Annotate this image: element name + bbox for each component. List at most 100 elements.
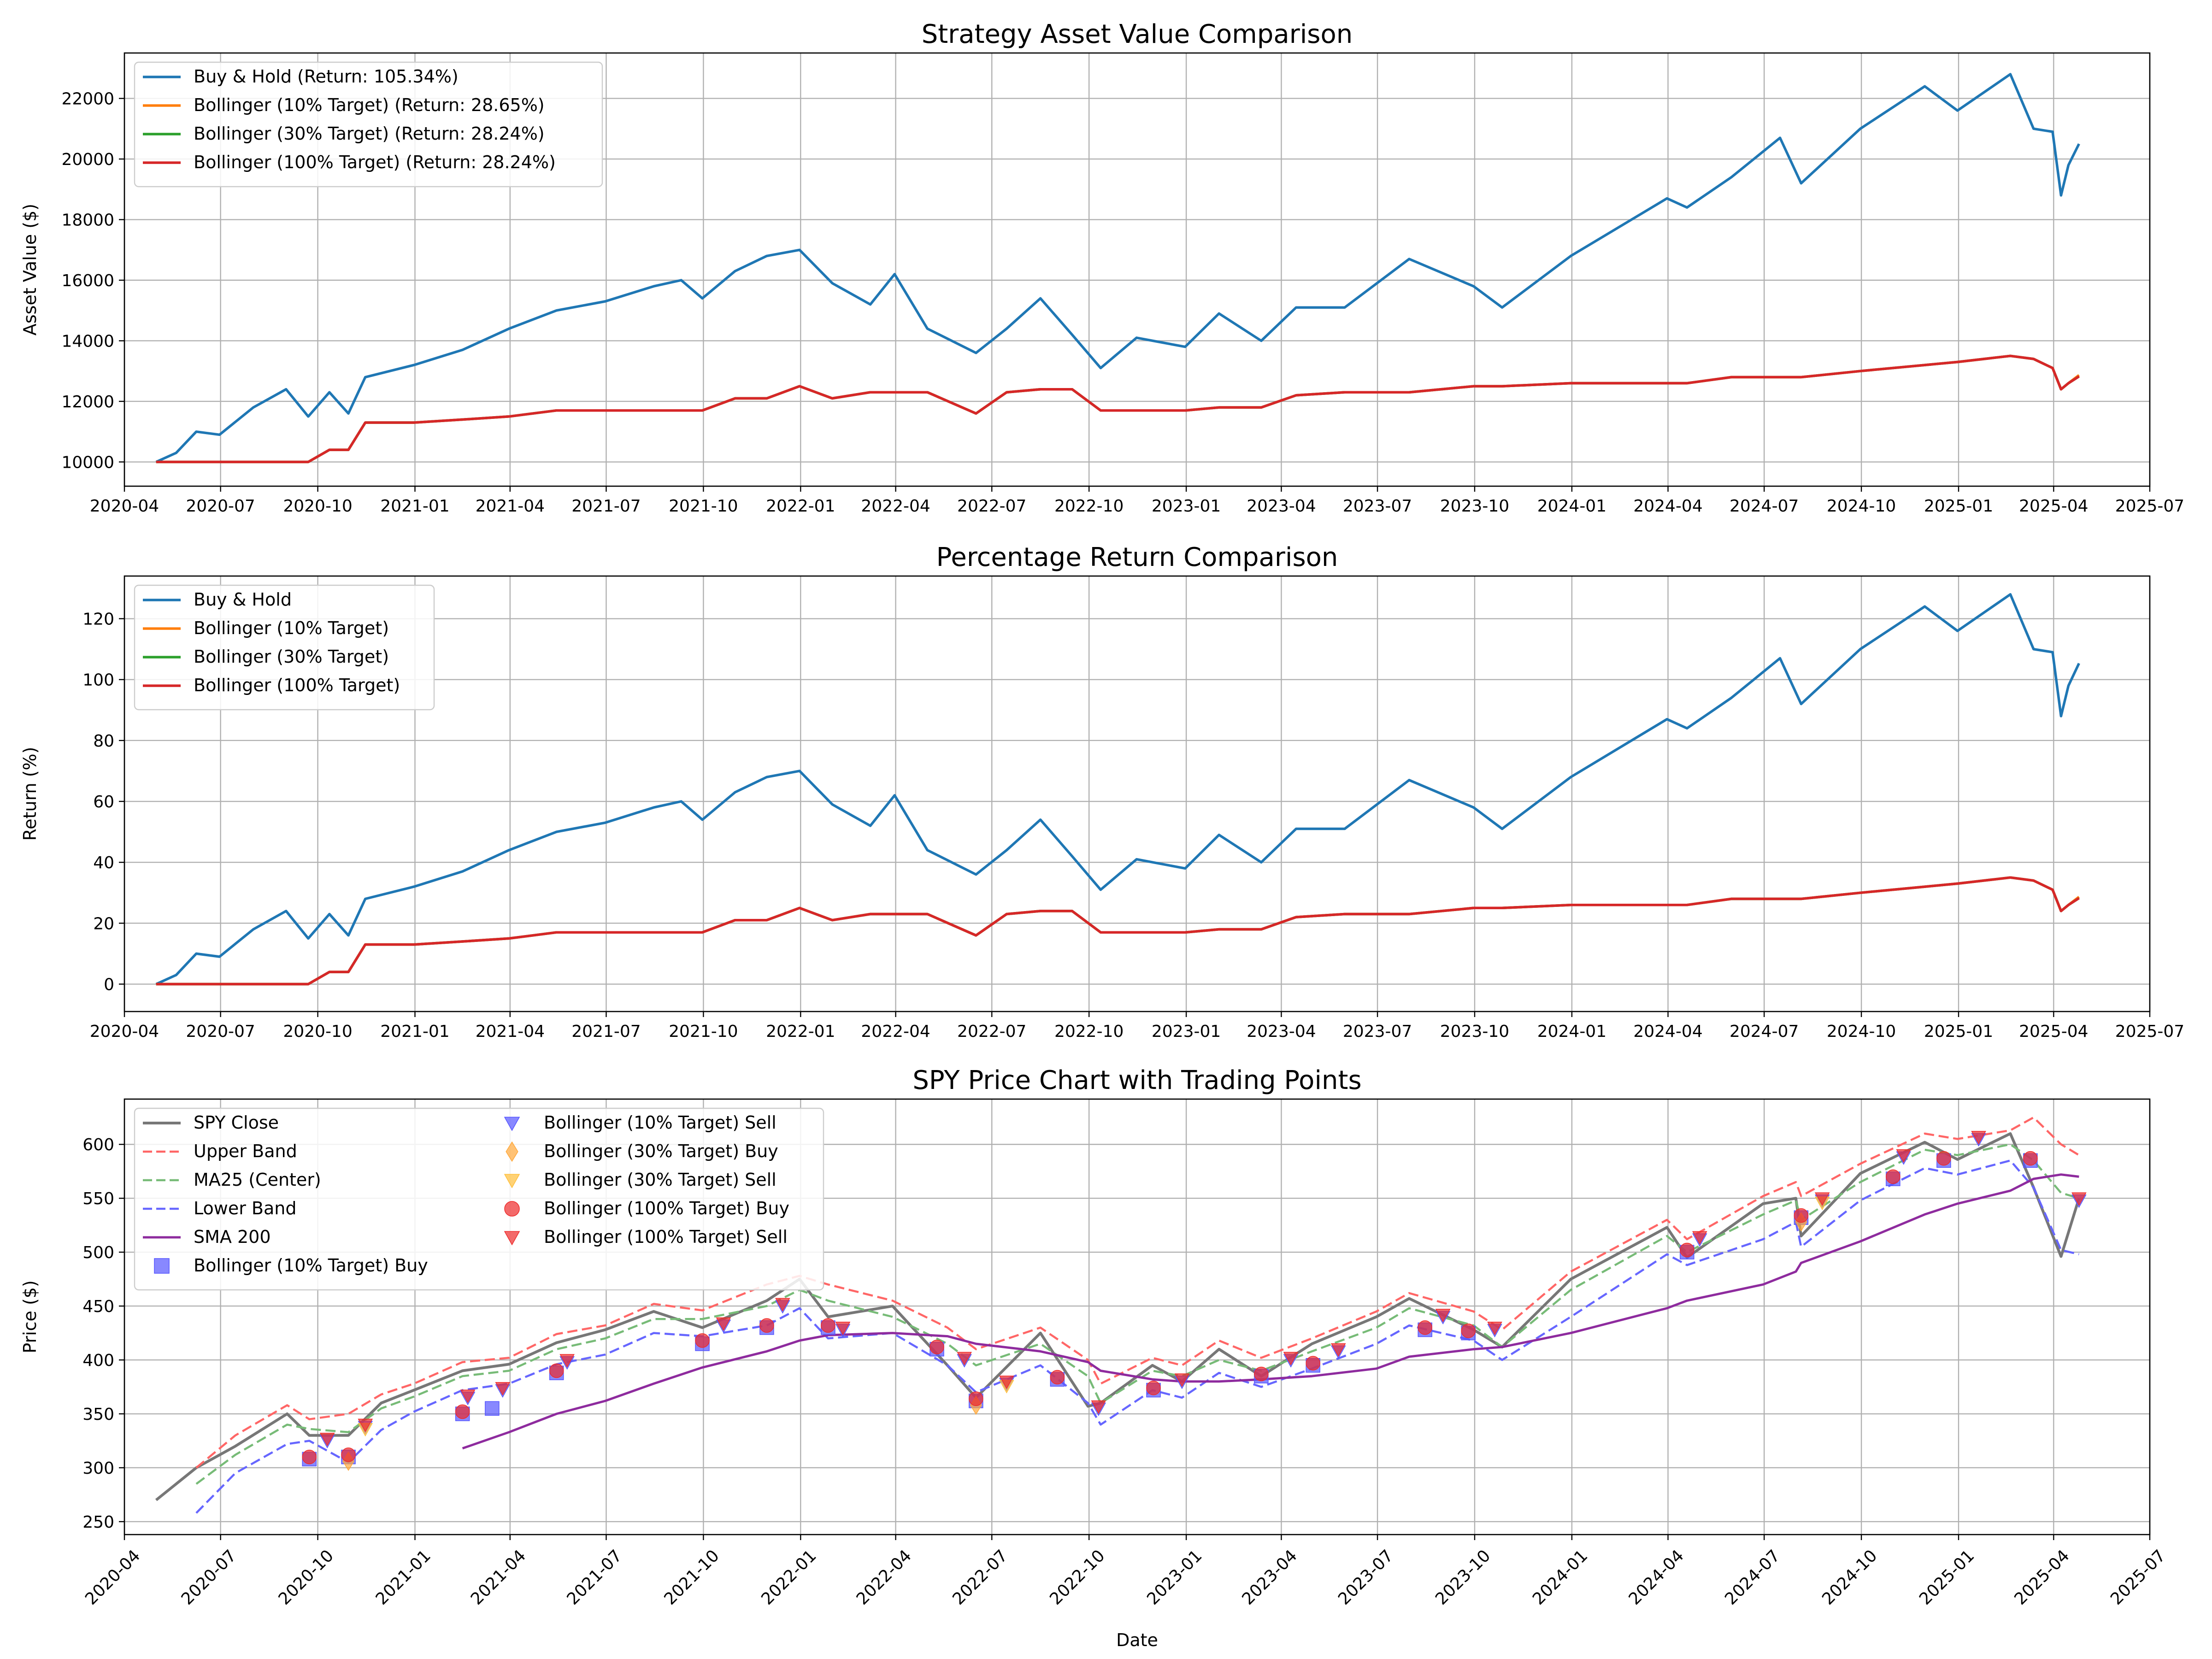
x-tick-label: 2021-04 [476,497,545,516]
x-tick-label: 2020-07 [186,497,255,516]
series-line-3 [156,876,2080,986]
x-tick-label: 2022-07 [949,1546,1011,1608]
y-tick-label: 40 [93,853,114,872]
legend-marker [504,1117,520,1131]
plot-frame [124,52,2151,487]
x-tick-label: 2022-10 [1054,1022,1124,1041]
legend-entry: Bollinger (100% Target) Buy [544,1198,789,1218]
x-tick-label: 2021-04 [467,1546,529,1608]
spy-price-chart: 2020-04 2020-07 2020-10 2021-01 2021-04 2021-… [20,1065,2169,1650]
y-tick-label: 400 [82,1351,114,1370]
trade-marker [759,1318,774,1333]
legend-marker [504,1231,520,1246]
x-tick-label: 2024-07 [1721,1546,1783,1608]
legend-entry: Bollinger (10% Target) Buy [194,1255,428,1276]
x-tick-label: 2023-01 [1152,497,1221,516]
trade-marker [1680,1242,1694,1258]
x-tick-label: 2022-04 [861,1022,930,1041]
x-tick-label: 2021-04 [476,1022,545,1041]
x-tick-label: 2024-07 [1730,497,1799,516]
chart-title: Percentage Return Comparison [936,542,1338,572]
y-tick-label: 450 [82,1297,114,1316]
y-axis-label: Asset Value ($) [20,204,40,335]
x-tick-label: 2021-10 [669,497,738,516]
trade-marker [1886,1169,1900,1184]
x-tick-label: 2020-10 [275,1546,337,1608]
y-tick-label: 550 [82,1189,114,1208]
series-line-0 [155,73,2080,463]
trade-marker [775,1298,790,1312]
legend-box [134,584,435,711]
trade-marker [1815,1192,1830,1206]
x-tick-label: 2025-01 [1916,1546,1978,1608]
y-tick-label: 600 [82,1135,114,1154]
x-tick-label: 2022-04 [853,1546,915,1608]
series-line-1 [195,1116,2080,1469]
x-tick-label: 2022-10 [1054,497,1124,516]
x-axis-label: Date [1116,1630,1158,1650]
legend-entry: Bollinger (100% Target) (Return: 28.24%) [194,152,556,172]
trade-marker [930,1340,944,1354]
legend-marker [504,1201,520,1217]
x-tick-label: 2020-04 [90,1022,159,1041]
trade-marker [1283,1352,1299,1365]
trade-marker [485,1401,500,1416]
x-tick-label: 2025-04 [2019,497,2088,516]
legend-box [134,61,603,188]
y-tick-label: 20000 [61,150,114,169]
x-tick-label: 2021-01 [372,1546,435,1608]
y-tick-label: 80 [93,732,114,751]
y-tick-label: 16000 [61,271,114,290]
legend-entry: Bollinger (10% Target) (Return: 28.65%) [194,95,545,115]
x-tick-label: 2023-07 [1335,1546,1397,1608]
x-tick-label: 2022-04 [861,497,930,516]
trade-marker [1306,1356,1320,1371]
x-tick-label: 2025-07 [2115,497,2184,516]
x-tick-label: 2021-07 [571,1022,641,1041]
trade-marker [1050,1370,1065,1385]
x-tick-label: 2023-10 [1440,497,1509,516]
y-tick-label: 22000 [61,90,114,109]
trade-marker [2023,1151,2038,1166]
trade-marker [1174,1373,1190,1387]
y-tick-label: 120 [82,610,114,629]
trade-marker [549,1363,564,1378]
y-tick-label: 300 [82,1459,114,1478]
y-tick-label: 14000 [61,332,114,351]
series-line-0 [155,593,2080,986]
legend-entry: Bollinger (100% Target) Sell [544,1227,788,1247]
trade-marker [495,1382,511,1396]
trade-marker [999,1376,1014,1389]
trade-marker [1435,1309,1451,1323]
x-tick-label: 2022-01 [758,1546,820,1608]
y-tick-label: 20 [93,914,114,933]
y-tick-label: 0 [104,976,114,994]
x-tick-label: 2025-01 [1924,1022,1993,1041]
x-tick-label: 2025-07 [2107,1546,2169,1608]
legend-entry: MA25 (Center) [194,1170,321,1190]
y-tick-label: 10000 [61,453,114,472]
x-tick-label: 2023-04 [1239,1546,1301,1608]
legend: Buy & Hold (Return: 105.34%) Bollinger (1… [134,61,603,188]
legend-marker [504,1174,520,1188]
x-tick-label: 2024-04 [1633,1022,1702,1041]
trade-marker [1330,1343,1346,1357]
x-tick-label: 2021-07 [564,1546,626,1608]
x-tick-label: 2020-10 [283,1022,352,1041]
x-tick-label: 2020-07 [178,1546,240,1608]
y-axis-label: Price ($) [20,1280,40,1353]
y-tick-label: 500 [82,1243,114,1262]
y-tick-label: 350 [82,1405,114,1424]
trade-marker [1091,1400,1106,1414]
trade-marker [1896,1149,1912,1163]
y-tick-label: 12000 [61,393,114,412]
x-tick-label: 2021-01 [380,1022,449,1041]
x-tick-label: 2020-10 [283,497,352,516]
y-tick-label: 18000 [61,211,114,230]
x-tick-label: 2021-07 [571,497,641,516]
chart-title: Strategy Asset Value Comparison [922,19,1353,49]
y-tick-label: 250 [82,1513,114,1532]
x-tick-label: 2022-07 [957,1022,1026,1041]
return-chart: 2020-04 2020-07 2020-10 2021-01 2021-04 2021-… [20,542,2184,1041]
